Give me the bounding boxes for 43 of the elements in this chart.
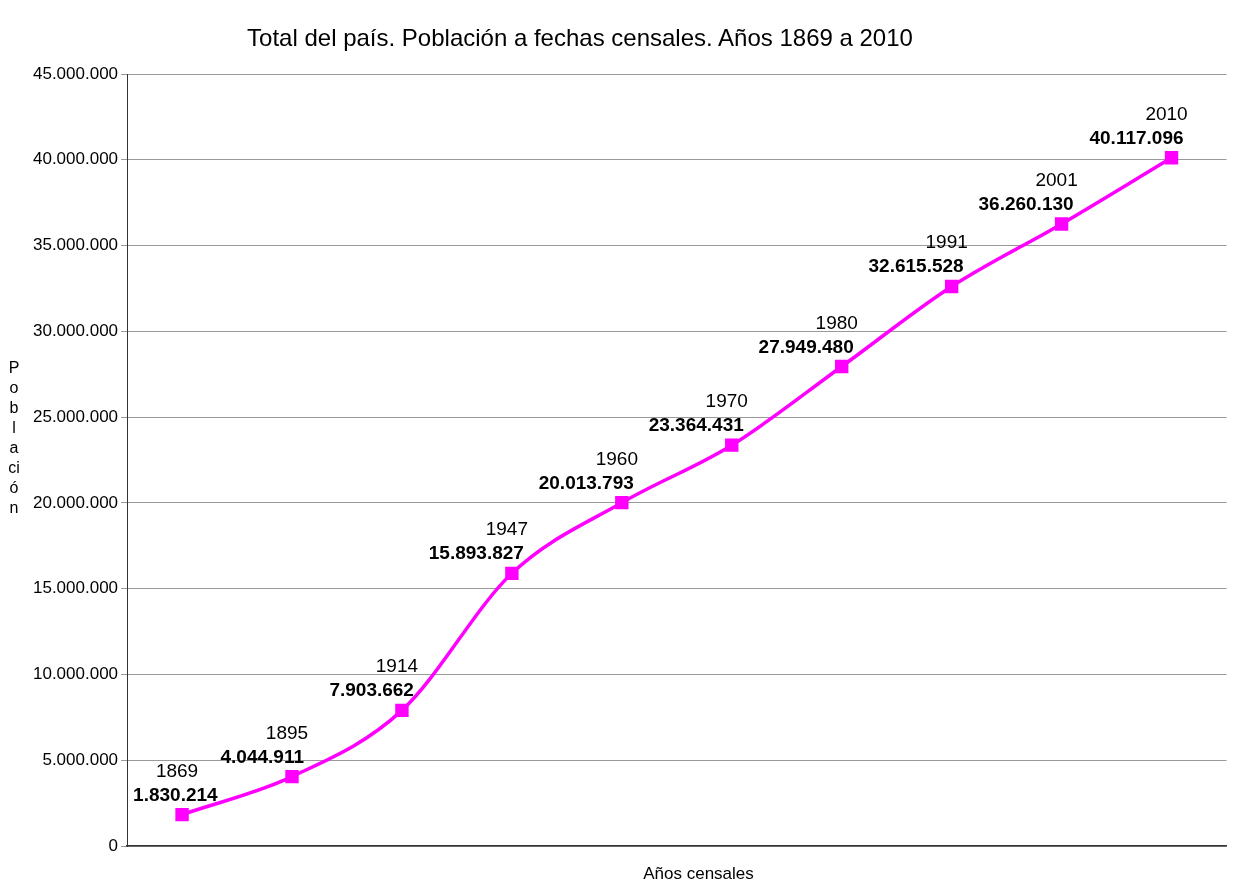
- x-tick-label: 2010: [1145, 102, 1188, 124]
- point: [285, 769, 299, 784]
- y-tick-label: 10.000.000: [32, 664, 119, 684]
- y-tick-label: 0: [108, 835, 119, 855]
- data-label: 27.949.480: [758, 335, 854, 357]
- point: [1054, 217, 1069, 231]
- x-tick-label: 1947: [485, 518, 529, 540]
- y-axis-title: Población: [8, 358, 20, 518]
- y-tick-label: 25.000.000: [32, 406, 119, 426]
- x-tick-label: 1991: [925, 231, 968, 253]
- data-label: 15.893.827: [428, 542, 524, 564]
- x-tick-label: 1895: [265, 721, 309, 743]
- point: [835, 359, 849, 374]
- y-tick-label: 30.000.000: [32, 321, 119, 341]
- point: [505, 566, 519, 581]
- x-tick-label: 2001: [1035, 168, 1078, 190]
- y-tick-label: 20.000.000: [32, 492, 119, 512]
- x-axis-title: Años censales: [642, 864, 755, 884]
- x-tick-label: 1980: [815, 311, 858, 333]
- point: [725, 438, 739, 452]
- y-tick-label: 40.000.000: [32, 149, 119, 169]
- data-label: 20.013.793: [538, 471, 634, 493]
- x-tick-label: 1960: [595, 447, 638, 469]
- point: [395, 703, 409, 718]
- x-tick-label: 1914: [375, 655, 419, 677]
- data-label: 36.260.130: [978, 192, 1074, 214]
- y-tick-label: 35.000.000: [32, 235, 119, 255]
- x-tick-label: 1869: [155, 759, 199, 781]
- y-tick-label: 45.000.000: [32, 63, 119, 83]
- data-label: 4.044.911: [220, 745, 305, 767]
- data-label: 32.615.528: [868, 255, 964, 277]
- data-label: 7.903.662: [329, 679, 414, 701]
- point: [1164, 151, 1179, 165]
- y-tick-label: 15.000.000: [32, 578, 119, 598]
- point: [175, 807, 189, 822]
- x-tick-label: 1970: [705, 390, 748, 412]
- data-label: 40.117.096: [1089, 126, 1184, 148]
- chart-title: Total del país. Población a fechas censales. Años 1869 a 2010: [246, 24, 914, 52]
- y-tick-label: 5.000.000: [42, 749, 119, 769]
- point: [944, 279, 959, 294]
- data-label: 1.830.214: [133, 783, 219, 805]
- data-label: 23.364.431: [648, 414, 745, 436]
- point: [615, 495, 629, 510]
